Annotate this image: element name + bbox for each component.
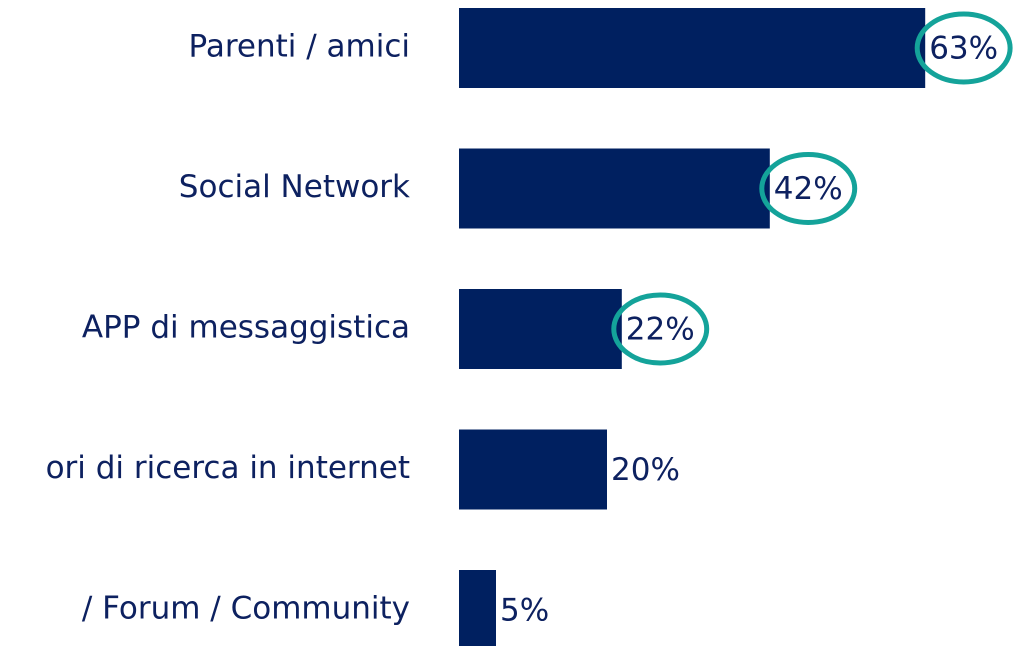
category-label: Social Network [179, 169, 410, 205]
value-label: 20% [611, 452, 680, 488]
value-label: 5% [500, 593, 549, 629]
bar [459, 148, 770, 229]
category-label: / Forum / Community [82, 591, 410, 627]
value-label: 22% [626, 312, 695, 348]
bar [459, 429, 607, 510]
category-label: Parenti / amici [189, 29, 410, 65]
bar [459, 570, 496, 646]
bar [459, 8, 926, 88]
bar [459, 289, 622, 369]
category-label: APP di messaggistica [82, 310, 410, 346]
value-label: 42% [774, 171, 843, 207]
highlight-ring [611, 292, 710, 366]
value-label: 63% [929, 31, 998, 67]
highlight-ring [759, 152, 858, 225]
category-label: ori di ricerca in internet [46, 450, 410, 486]
highlight-ring [914, 11, 1013, 85]
